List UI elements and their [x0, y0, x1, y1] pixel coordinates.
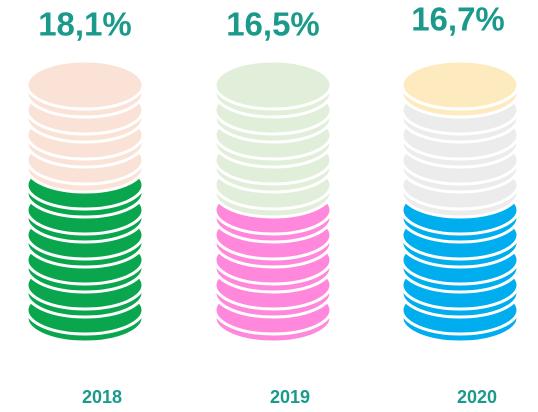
coin-top — [400, 59, 520, 111]
coin-top — [25, 59, 145, 111]
coin-stack — [25, 59, 145, 344]
coin-top — [213, 59, 333, 111]
category-label: 2018 — [82, 387, 122, 407]
coin-stack — [213, 59, 333, 344]
value-label: 18,1% — [38, 6, 132, 43]
category-label: 2020 — [457, 387, 497, 407]
value-label: 16,5% — [226, 6, 320, 43]
category-label: 2019 — [270, 387, 310, 407]
value-label: 16,7% — [411, 1, 505, 38]
coin-stack — [400, 59, 520, 344]
